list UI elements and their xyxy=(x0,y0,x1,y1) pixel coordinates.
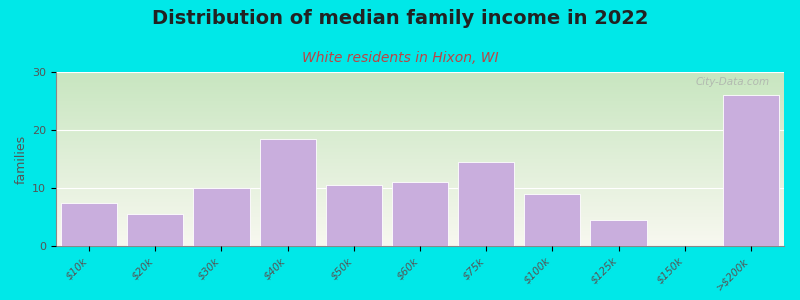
Bar xyxy=(392,182,448,246)
Bar xyxy=(524,194,581,246)
Text: White residents in Hixon, WI: White residents in Hixon, WI xyxy=(302,51,498,65)
Bar xyxy=(590,220,646,246)
Bar xyxy=(722,95,779,246)
Bar xyxy=(194,188,250,246)
Text: Distribution of median family income in 2022: Distribution of median family income in … xyxy=(152,9,648,28)
Bar xyxy=(259,139,316,246)
Bar xyxy=(458,162,514,246)
Text: City-Data.com: City-Data.com xyxy=(695,77,770,87)
Bar xyxy=(127,214,183,246)
Bar xyxy=(61,202,118,246)
Y-axis label: families: families xyxy=(15,134,28,184)
Bar xyxy=(326,185,382,246)
